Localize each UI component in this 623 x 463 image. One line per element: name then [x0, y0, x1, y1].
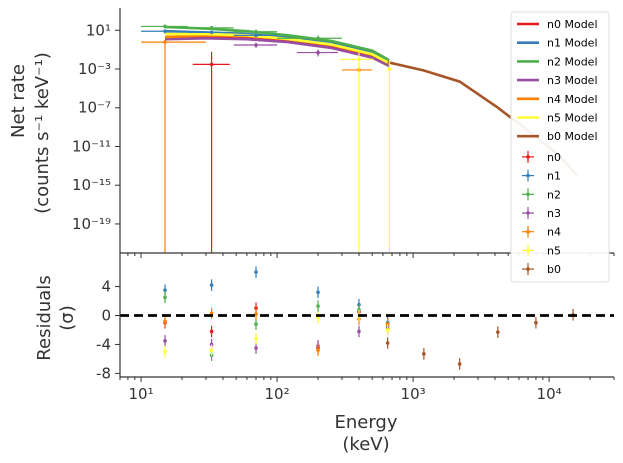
residual-point-n2: [163, 295, 167, 300]
residual-point-n2: [316, 304, 320, 308]
y-tick-label-residuals: 0: [101, 307, 111, 325]
x-tick-label: 10²: [265, 385, 290, 403]
x-axis-title: Energy: [334, 412, 397, 433]
residual-point-b0: [496, 330, 500, 334]
x-axis-units: (keV): [342, 434, 389, 455]
legend-label: n4 Model: [547, 93, 598, 106]
legend-label: n1: [547, 170, 561, 183]
spectrum-axes: 10¹ 10⁻³ 10⁻⁷ 10⁻¹¹ 10⁻¹⁵ 10⁻¹⁹: [72, 8, 615, 258]
legend: n0 Model n1 Model n2 Model n3 Model n4 Model…: [510, 11, 610, 283]
residual-point-n1: [163, 288, 167, 292]
residual-point-n5: [254, 336, 258, 341]
legend-marker: [526, 192, 530, 197]
data-point-n5: [357, 57, 361, 62]
legend-marker: [526, 155, 530, 159]
residual-point-n3: [357, 329, 361, 334]
x-tick-label: 10³: [401, 385, 426, 403]
y-tick-label-spectrum: 10¹: [86, 21, 111, 39]
residual-point-b0: [457, 362, 462, 366]
residual-point-n5: [209, 348, 214, 353]
y-tick-label-spectrum: 10⁻¹¹: [72, 137, 111, 155]
residual-point-b0: [534, 320, 538, 325]
y-axis-title-residuals: Residuals: [34, 275, 55, 360]
legend-label: n3: [547, 207, 561, 220]
data-point-n1: [163, 29, 167, 34]
residual-point-n5: [385, 328, 390, 332]
residual-points: [163, 266, 575, 370]
y-axis-units-spectrum: (counts s⁻¹ keV⁻¹): [32, 52, 53, 214]
legend-box: [510, 11, 610, 283]
legend-label: n5: [547, 244, 561, 257]
residual-point-n5: [163, 349, 167, 354]
legend-label: n1 Model: [547, 37, 598, 50]
data-point-n0: [209, 62, 214, 67]
y-tick-label-residuals: -4: [96, 335, 111, 353]
legend-label: n0: [547, 151, 561, 164]
y-tick-label-spectrum: 10⁻¹⁹: [72, 215, 111, 233]
y-axis-title-spectrum: Net rate: [8, 64, 29, 138]
legend-marker: [526, 267, 530, 271]
data-point-n1: [209, 30, 214, 35]
data-point-n2: [209, 26, 214, 30]
y-tick-label-residuals: -8: [96, 364, 111, 382]
residual-point-n3: [163, 339, 167, 343]
legend-label: n5 Model: [547, 112, 598, 125]
residual-point-n4: [254, 312, 258, 316]
y-tick-label-spectrum: 10⁻⁷: [78, 99, 111, 117]
legend-label: n2 Model: [547, 55, 598, 68]
legend-label: n4: [547, 226, 561, 239]
data-point-n3: [254, 43, 258, 47]
legend-marker: [526, 248, 530, 253]
data-point-n5: [387, 67, 392, 71]
data-points: [141, 24, 392, 253]
y-tick-label-residuals: 4: [101, 278, 111, 296]
data-point-n1: [254, 33, 258, 38]
model-curve-n2: [164, 25, 391, 62]
legend-label: b0 Model: [547, 130, 598, 143]
residual-point-b0: [385, 341, 390, 345]
y-tick-label-spectrum: 10⁻³: [78, 60, 111, 78]
residual-point-n1: [316, 290, 320, 295]
model-curve-n3: [164, 36, 390, 68]
residual-point-n3: [254, 346, 258, 350]
legend-marker: [526, 229, 530, 234]
y-axis-units-residuals: (σ): [57, 305, 78, 330]
legend-marker: [526, 211, 530, 215]
residual-point-n1: [254, 270, 258, 274]
legend-label: n0 Model: [547, 18, 598, 31]
data-point-n2: [163, 24, 167, 29]
legend-marker: [526, 173, 530, 178]
y-tick-label-spectrum: 10⁻¹⁵: [72, 176, 111, 194]
x-tick-label: 10¹: [129, 385, 154, 403]
residual-point-b0: [422, 352, 426, 356]
residual-point-n0: [209, 329, 214, 334]
residuals-panel: 4 0 -4 -8 10¹ 10² 10³ 10⁴: [96, 254, 615, 403]
spectrum-panel: 10¹ 10⁻³ 10⁻⁷ 10⁻¹¹ 10⁻¹⁵ 10⁻¹⁹ n0 Model n1 Mo…: [72, 8, 615, 283]
residuals-axes: 4 0 -4 -8 10¹ 10² 10³ 10⁴: [96, 254, 615, 403]
model-curve-n5: [165, 32, 391, 65]
data-point-n4: [163, 40, 167, 44]
legend-label: n3 Model: [547, 74, 598, 87]
residual-point-n2: [254, 322, 258, 326]
data-point-n2: [254, 29, 258, 34]
data-point-n2: [316, 36, 320, 41]
legend-label: n2: [547, 188, 561, 201]
residual-point-n1: [209, 283, 214, 287]
residual-point-n4: [163, 319, 167, 324]
data-point-n3: [316, 50, 320, 55]
residual-point-n4: [316, 348, 320, 353]
x-tick-label: 10⁴: [537, 385, 562, 403]
legend-label: b0: [547, 263, 561, 276]
